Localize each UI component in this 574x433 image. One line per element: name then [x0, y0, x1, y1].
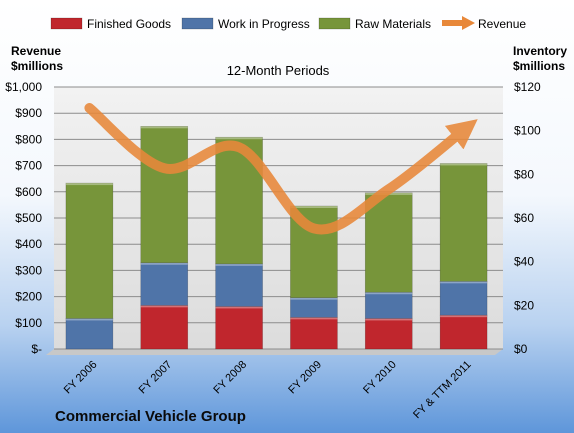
bar-work-in-progress: [364, 291, 413, 319]
bar-finished-goods: [215, 306, 263, 350]
legend-label-finished-goods: Finished Goods: [87, 17, 171, 31]
bar-finished-goods: [290, 317, 338, 350]
bar-highlight: [140, 126, 188, 129]
bar-highlight: [365, 318, 413, 321]
bar-highlight: [215, 137, 263, 140]
left-tick-label: $700: [15, 159, 42, 173]
bar-highlight: [290, 205, 338, 208]
legend-swatch-work-in-progress: [181, 17, 214, 30]
right-axis-label-line1: Inventory: [513, 44, 567, 58]
right-tick-label: $0: [514, 342, 528, 356]
plot-floor: [46, 349, 503, 355]
left-tick-label: $400: [15, 237, 42, 251]
left-tick-label: $300: [15, 263, 42, 277]
legend-label-raw-materials: Raw Materials: [355, 17, 431, 31]
right-tick-label: $20: [514, 298, 534, 312]
left-tick-label: $800: [15, 132, 42, 146]
bar-highlight: [290, 297, 338, 300]
bar-work-in-progress: [65, 318, 114, 350]
bar-highlight: [65, 318, 113, 321]
bar-highlight: [215, 306, 263, 309]
bar-raw-materials: [364, 192, 413, 293]
left-tick-label: $200: [15, 290, 42, 304]
bar-highlight: [140, 262, 188, 265]
right-tick-label: $60: [514, 211, 534, 225]
right-tick-label: $80: [514, 167, 534, 181]
chart-title: 12-Month Periods: [227, 63, 330, 78]
legend-swatch-raw-materials: [318, 17, 351, 30]
legend-arrow-revenue: [462, 16, 475, 30]
left-tick-label: $100: [15, 316, 42, 330]
right-tick-label: $120: [514, 80, 541, 94]
bar-highlight: [440, 163, 488, 166]
left-tick-label: $900: [15, 106, 42, 120]
bar-highlight: [440, 281, 488, 284]
bar-highlight: [365, 292, 413, 295]
plot-area: $- $100 $200 $300 $400 $500 $600 $700 $800 $900 $1…: [5, 80, 541, 421]
company-name: Commercial Vehicle Group: [55, 408, 246, 425]
left-axis-label-line1: Revenue: [11, 44, 61, 58]
right-tick-label: $100: [514, 124, 541, 138]
legend-label-revenue: Revenue: [478, 17, 526, 31]
bar-work-in-progress: [215, 263, 263, 307]
bar-finished-goods: [439, 314, 488, 350]
bar-finished-goods: [364, 318, 413, 350]
left-tick-label: $500: [15, 211, 42, 225]
left-tick-label: $1,000: [5, 80, 42, 94]
bar-highlight: [440, 315, 488, 318]
right-axis-label-line2: $millions: [513, 59, 565, 73]
bar-work-in-progress: [140, 262, 189, 306]
bar-highlight: [65, 183, 113, 186]
right-tick-label: $40: [514, 255, 534, 269]
revenue-line: [84, 102, 478, 235]
left-tick-label: $-: [31, 342, 42, 356]
bar-highlight: [290, 317, 338, 320]
bar-raw-materials: [140, 126, 189, 264]
left-tick-label: $600: [15, 185, 42, 199]
bar-raw-materials: [439, 163, 488, 282]
bar-highlight: [215, 263, 263, 266]
bar-raw-materials: [65, 182, 114, 319]
legend-label-work-in-progress: Work in Progress: [218, 17, 310, 31]
left-axis-label-line2: $millions: [11, 59, 63, 73]
legend: Finished Goods Work in Progress Raw Materi…: [50, 16, 526, 31]
bar-work-in-progress: [439, 281, 488, 316]
legend-swatch-finished-goods: [50, 17, 83, 30]
bar-highlight: [140, 305, 188, 308]
bar-work-in-progress: [290, 297, 338, 318]
bar-finished-goods: [140, 305, 189, 350]
